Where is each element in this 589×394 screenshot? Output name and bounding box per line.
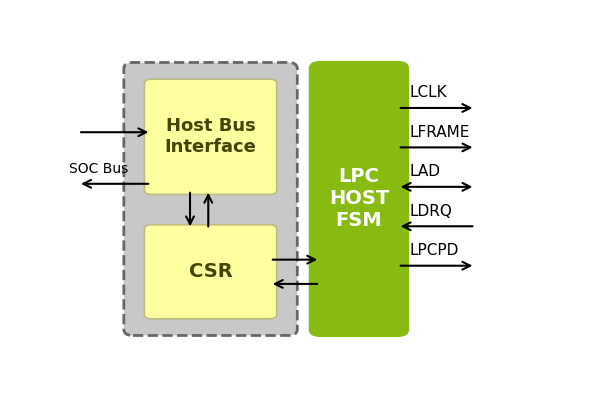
FancyBboxPatch shape bbox=[144, 225, 277, 319]
Text: LAD: LAD bbox=[409, 164, 440, 179]
Text: LPCPD: LPCPD bbox=[409, 243, 458, 258]
Text: CSR: CSR bbox=[188, 262, 233, 281]
FancyBboxPatch shape bbox=[124, 62, 297, 336]
Text: LCLK: LCLK bbox=[409, 85, 447, 100]
Text: LFRAME: LFRAME bbox=[409, 125, 469, 140]
Text: LPC
HOST
FSM: LPC HOST FSM bbox=[329, 167, 389, 230]
Text: LDRQ: LDRQ bbox=[409, 204, 452, 219]
FancyBboxPatch shape bbox=[309, 61, 409, 337]
Text: Host Bus
Interface: Host Bus Interface bbox=[165, 117, 256, 156]
FancyBboxPatch shape bbox=[144, 79, 277, 194]
Text: SOC Bus: SOC Bus bbox=[69, 162, 128, 176]
